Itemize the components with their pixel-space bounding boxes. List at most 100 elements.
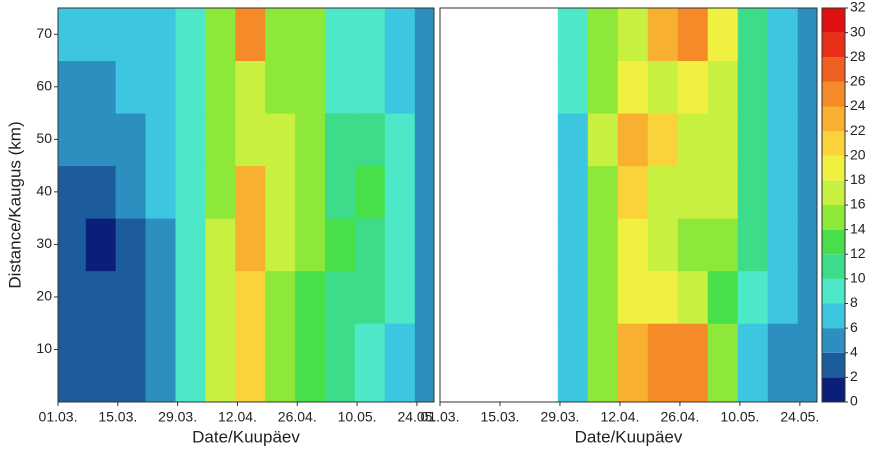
colorbar-label: 0 <box>850 393 858 409</box>
x-axis-title: Date/Kuupäev <box>575 427 683 446</box>
heat-cell <box>647 323 679 403</box>
colorbar-band <box>822 81 845 107</box>
heat-cell <box>85 165 117 219</box>
y-tick-label: 40 <box>36 183 52 199</box>
heat-cell <box>797 8 818 62</box>
heat-cell <box>265 218 296 272</box>
colorbar-band <box>822 352 845 378</box>
colorbar-label: 24 <box>850 97 866 113</box>
x-tick-label: 29.03. <box>158 409 197 425</box>
colorbar-band <box>822 180 845 205</box>
heat-cell <box>557 113 589 167</box>
heat-cell <box>85 218 117 272</box>
heat-cell <box>325 60 356 114</box>
heat-cell <box>325 165 356 219</box>
heat-cell <box>677 113 709 167</box>
heat-cell <box>767 165 799 219</box>
heat-cell <box>797 60 818 114</box>
heat-cell <box>617 165 649 219</box>
heat-cell <box>414 165 435 219</box>
heat-cell <box>737 60 769 114</box>
colorbar-label: 2 <box>850 368 858 384</box>
heat-cell <box>587 165 619 219</box>
heat-cell <box>58 270 87 324</box>
heat-cell <box>414 8 435 62</box>
heat-cell <box>325 270 356 324</box>
heat-cell <box>235 165 266 219</box>
colorbar-label: 10 <box>850 270 866 286</box>
colorbar-band <box>822 8 845 33</box>
heat-cell <box>58 323 87 403</box>
heat-cell <box>295 165 326 219</box>
heat-cell <box>707 8 739 62</box>
x-tick-label: 10.05. <box>720 409 759 425</box>
heat-cell <box>587 270 619 324</box>
heat-cell <box>175 218 206 272</box>
heat-cell <box>115 218 147 272</box>
heat-cell <box>707 270 739 324</box>
heat-cell <box>384 165 416 219</box>
heat-cell <box>647 8 679 62</box>
y-axis-title: Distance/Kaugus (km) <box>5 121 24 288</box>
heat-cell <box>295 218 326 272</box>
heat-cell <box>354 270 386 324</box>
heat-cell <box>707 323 739 403</box>
heat-cell <box>737 8 769 62</box>
heat-cell <box>737 270 769 324</box>
heat-cell <box>707 165 739 219</box>
colorbar-label: 12 <box>850 245 866 261</box>
y-tick-label: 30 <box>36 235 52 251</box>
heat-cell <box>175 60 206 114</box>
heat-cell <box>265 60 296 114</box>
heat-cell <box>647 270 679 324</box>
plot-frame <box>439 7 818 403</box>
heat-cell <box>205 218 236 272</box>
x-tick-label: 01.03. <box>421 409 460 425</box>
heat-cell <box>115 8 147 62</box>
heat-cell <box>175 270 206 324</box>
colorbar-band <box>822 254 845 279</box>
heat-cell <box>205 60 236 114</box>
heat-cell <box>265 8 296 62</box>
heat-cell <box>115 323 147 403</box>
heat-cell <box>647 165 679 219</box>
heat-cell <box>354 165 386 219</box>
heat-cell <box>737 165 769 219</box>
heat-cell <box>205 270 236 324</box>
heat-cell <box>235 270 266 324</box>
y-tick-label: 70 <box>36 25 52 41</box>
heat-cell <box>58 113 87 167</box>
heat-cell <box>235 8 266 62</box>
colorbar-band <box>822 57 845 82</box>
colorbar-label: 4 <box>850 343 858 359</box>
heat-cell <box>384 270 416 324</box>
heat-cell <box>58 165 87 219</box>
colorbar-band <box>822 205 845 230</box>
heat-cell <box>647 113 679 167</box>
colorbar-band <box>822 303 845 329</box>
heat-cell <box>295 8 326 62</box>
heat-cell <box>617 323 649 403</box>
x-tick-label: 24.05. <box>780 409 819 425</box>
colorbar-band <box>822 155 845 181</box>
heat-cell <box>265 113 296 167</box>
x-tick-label: 12.04. <box>600 409 639 425</box>
heat-cell <box>617 113 649 167</box>
heat-cell <box>325 218 356 272</box>
heat-cell <box>265 323 296 403</box>
y-tick-label: 20 <box>36 288 52 304</box>
heat-cell <box>767 218 799 272</box>
heat-cell <box>677 165 709 219</box>
heat-cell <box>295 270 326 324</box>
y-tick-label: 50 <box>36 130 52 146</box>
heat-cell <box>295 60 326 114</box>
heat-cell <box>557 218 589 272</box>
heat-cell <box>647 60 679 114</box>
heat-cell <box>557 165 589 219</box>
y-tick-label: 60 <box>36 78 52 94</box>
colorbar-label: 18 <box>850 171 866 187</box>
heat-cell <box>617 270 649 324</box>
heat-cell <box>557 60 589 114</box>
heat-cell <box>737 323 769 403</box>
